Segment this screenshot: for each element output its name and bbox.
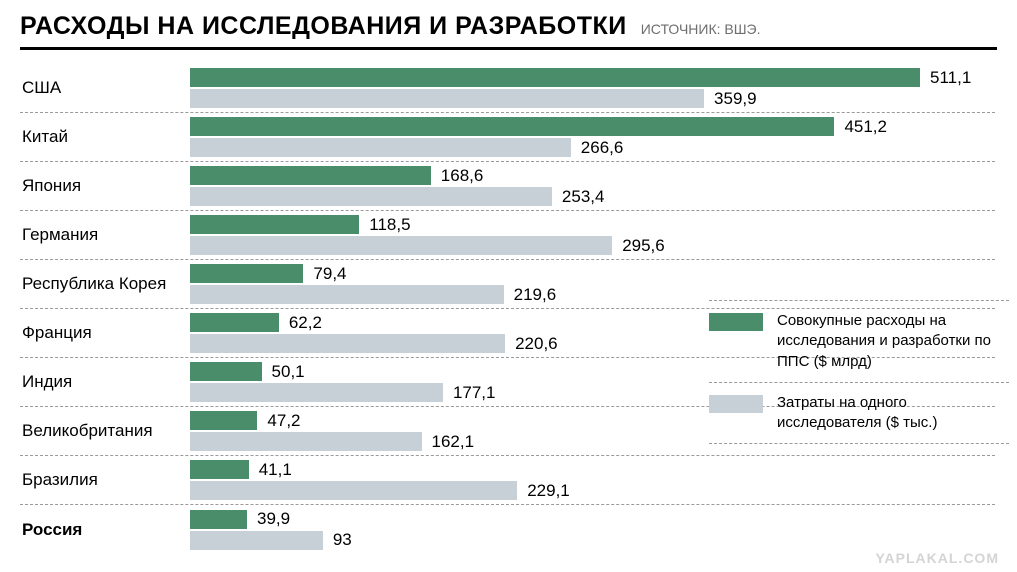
value-per: 229,1: [527, 481, 570, 501]
value-per: 162,1: [432, 432, 475, 452]
value-total: 41,1: [259, 460, 292, 480]
bar-total-wrap: 39,9: [190, 510, 995, 529]
category-label: Великобритания: [20, 407, 190, 455]
value-total: 79,4: [313, 264, 346, 284]
category-label: США: [20, 64, 190, 112]
legend-item-total: Совокупные расходы на исследования и раз…: [709, 300, 1009, 382]
chart-header: РАСХОДЫ НА ИССЛЕДОВАНИЯ И РАЗРАБОТКИ ИСТ…: [20, 12, 997, 50]
category-label: Республика Корея: [20, 260, 190, 308]
bar-group: 451,2 266,6: [190, 113, 995, 161]
bar-per-wrap: 253,4: [190, 187, 995, 206]
bar-total: [190, 510, 247, 529]
bar-per: [190, 187, 552, 206]
legend-item-per: Затраты на одного исследователя ($ тыс.): [709, 382, 1009, 445]
bar-total-wrap: 118,5: [190, 215, 995, 234]
bar-total: [190, 117, 834, 136]
chart-row: Бразилия 41,1 229,1: [20, 456, 995, 505]
legend-swatch-per: [709, 395, 763, 413]
bar-per: [190, 89, 704, 108]
bar-total-wrap: 41,1: [190, 460, 995, 479]
bar-per: [190, 432, 422, 451]
value-per: 219,6: [514, 285, 557, 305]
value-total: 47,2: [267, 411, 300, 431]
value-per: 266,6: [581, 138, 624, 158]
category-label: Германия: [20, 211, 190, 259]
category-label: Япония: [20, 162, 190, 210]
bar-group: 39,9 93: [190, 505, 995, 554]
bar-per: [190, 236, 612, 255]
bar-per-wrap: 229,1: [190, 481, 995, 500]
bar-per: [190, 481, 517, 500]
category-label: Россия: [20, 505, 190, 554]
category-label: Индия: [20, 358, 190, 406]
bar-per-wrap: 266,6: [190, 138, 995, 157]
watermark: YAPLAKAL.COM: [876, 550, 1000, 566]
bar-per: [190, 138, 571, 157]
bar-total: [190, 166, 431, 185]
value-total: 50,1: [272, 362, 305, 382]
legend-swatch-total: [709, 313, 763, 331]
chart-row: Россия 39,9 93: [20, 505, 995, 554]
chart-source: ИСТОЧНИК: ВШЭ.: [641, 21, 761, 37]
bar-per: [190, 285, 504, 304]
legend-label-per: Затраты на одного исследователя ($ тыс.): [777, 393, 1009, 434]
bar-total-wrap: 511,1: [190, 68, 995, 87]
bar-total: [190, 362, 262, 381]
bar-total-wrap: 79,4: [190, 264, 995, 283]
value-total: 511,1: [930, 68, 971, 88]
value-per: 220,6: [515, 334, 558, 354]
bar-total: [190, 264, 303, 283]
bar-total: [190, 411, 257, 430]
bar-per-wrap: 93: [190, 531, 995, 550]
chart-row: Япония 168,6 253,4: [20, 162, 995, 211]
chart-legend: Совокупные расходы на исследования и раз…: [709, 300, 1009, 444]
bar-per-wrap: 295,6: [190, 236, 995, 255]
value-total: 62,2: [289, 313, 322, 333]
bar-group: 41,1 229,1: [190, 456, 995, 504]
category-label: Китай: [20, 113, 190, 161]
value-per: 295,6: [622, 236, 665, 256]
value-total: 39,9: [257, 509, 290, 529]
bar-total-wrap: 451,2: [190, 117, 995, 136]
bar-group: 118,5 295,6: [190, 211, 995, 259]
bar-group: 511,1 359,9: [190, 64, 995, 112]
chart-row: США 511,1 359,9: [20, 64, 995, 113]
value-per: 359,9: [714, 89, 757, 109]
chart-row: Китай 451,2 266,6: [20, 113, 995, 162]
chart-row: Германия 118,5 295,6: [20, 211, 995, 260]
bar-per: [190, 383, 443, 402]
bar-total-wrap: 168,6: [190, 166, 995, 185]
bar-total: [190, 313, 279, 332]
value-total: 118,5: [369, 215, 410, 235]
bar-total: [190, 460, 249, 479]
bar-per-wrap: 359,9: [190, 89, 995, 108]
category-label: Бразилия: [20, 456, 190, 504]
legend-label-total: Совокупные расходы на исследования и раз…: [777, 311, 1009, 372]
bar-group: 168,6 253,4: [190, 162, 995, 210]
bar-total: [190, 215, 359, 234]
category-label: Франция: [20, 309, 190, 357]
bar-per: [190, 334, 505, 353]
chart-title: РАСХОДЫ НА ИССЛЕДОВАНИЯ И РАЗРАБОТКИ: [20, 12, 627, 41]
value-per: 93: [333, 530, 352, 550]
value-per: 253,4: [562, 187, 605, 207]
value-per: 177,1: [453, 383, 496, 403]
bar-total: [190, 68, 920, 87]
bar-per: [190, 531, 323, 550]
value-total: 168,6: [441, 166, 484, 186]
value-total: 451,2: [844, 117, 887, 137]
